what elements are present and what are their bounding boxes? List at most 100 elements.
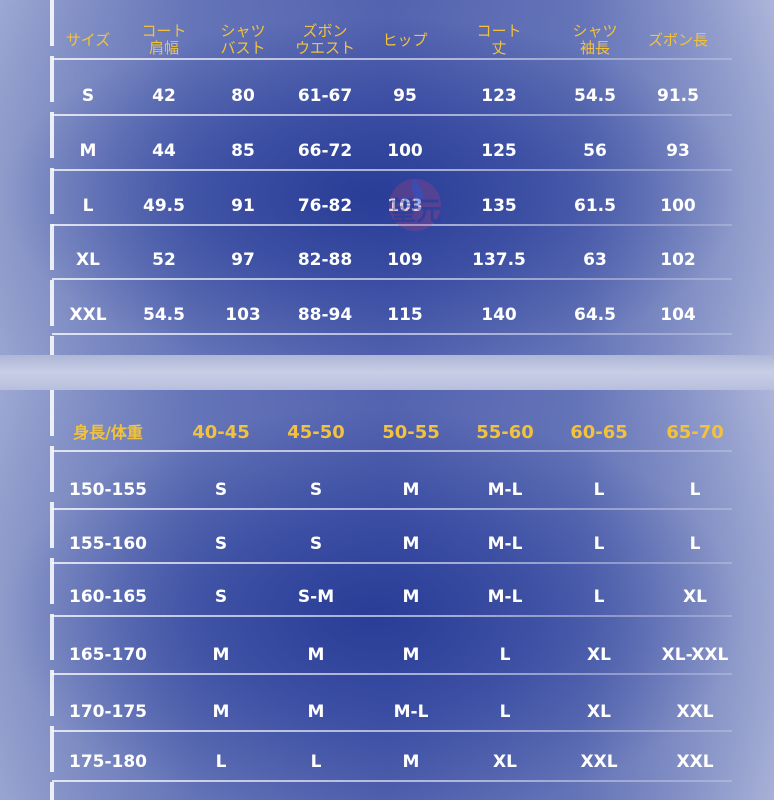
table-cell: 56 xyxy=(583,141,607,161)
table-cell: L xyxy=(593,587,605,607)
table-cell: M xyxy=(402,587,420,607)
table-cell: 93 xyxy=(666,141,690,161)
column-header-line: コート xyxy=(476,22,522,40)
table-cell: 123 xyxy=(481,86,517,106)
table-cell: 100 xyxy=(660,196,696,216)
table-cell: 103 xyxy=(225,305,261,325)
table-cell: 97 xyxy=(231,250,255,270)
table-header-row: サイズ コート 肩幅 シャツ バスト ズボン ウエスト ヒップ コート丈シャツ 袖長 ズボン長 xyxy=(0,20,774,60)
row-label-cell: 175-180 xyxy=(68,752,148,772)
column-header: シャツ 袖長 xyxy=(572,20,617,60)
table-cell: M-L xyxy=(487,480,523,500)
table-row: M 44 85 66-72 100 125 56 93 xyxy=(0,131,774,171)
row-label-cell: 165-170 xyxy=(68,645,148,665)
table-cell: XL xyxy=(683,587,707,607)
row-label-cell: XXL xyxy=(69,305,107,325)
table-cell: M xyxy=(402,752,420,772)
row-label-cell: 155-160 xyxy=(68,534,148,554)
row-divider xyxy=(52,114,732,116)
row-label-cell: 150-155 xyxy=(68,480,148,500)
table-row: 150-155 S S M M-L L L xyxy=(0,470,774,510)
table-cell: 49.5 xyxy=(143,196,185,216)
table-cell: M xyxy=(402,480,420,500)
column-header: 40-45 xyxy=(192,421,250,443)
row-divider xyxy=(52,673,732,675)
table-row: S 42 80 61-67 95 123 54.5 91.5 xyxy=(0,76,774,116)
table-row: 160-165 S S-M M M-L L XL xyxy=(0,577,774,617)
table-cell: 64.5 xyxy=(574,305,616,325)
table-cell: L xyxy=(593,534,605,554)
column-header-line: ズボン長 xyxy=(647,30,709,49)
table-cell: 76-82 xyxy=(297,196,353,216)
column-header: 55-60 xyxy=(476,421,534,443)
table-cell: M-L xyxy=(393,702,429,722)
table-cell: XXL xyxy=(676,752,714,772)
table-left-bar xyxy=(50,0,54,355)
column-header-line: バスト xyxy=(220,39,266,57)
row-divider xyxy=(52,224,732,226)
table-cell: L xyxy=(689,534,701,554)
table-cell: 54.5 xyxy=(574,86,616,106)
table-cell: 63 xyxy=(583,250,607,270)
row-label-cell: 160-165 xyxy=(68,587,148,607)
table-cell: XXL xyxy=(580,752,618,772)
table-cell: 135 xyxy=(481,196,517,216)
table-cell: 80 xyxy=(231,86,255,106)
row-divider xyxy=(52,508,732,510)
table-cell: S xyxy=(309,534,323,554)
table-cell: S xyxy=(214,587,228,607)
table-cell: 66-72 xyxy=(297,141,353,161)
column-header: ズボン ウエスト xyxy=(295,20,355,60)
column-header: シャツ バスト xyxy=(220,20,265,60)
table-cell: 102 xyxy=(660,250,696,270)
table-cell: XL xyxy=(587,702,611,722)
row-divider xyxy=(52,730,732,732)
table-cell: M xyxy=(307,702,325,722)
table-cell: 104 xyxy=(660,305,696,325)
column-header-line: 袖長 xyxy=(579,39,611,57)
column-header-line: サイズ xyxy=(65,30,111,49)
top-size-table: サイズ コート 肩幅 シャツ バスト ズボン ウエスト ヒップ コート丈シャツ 袖長 ズボン長 S 42… xyxy=(0,0,774,355)
table-header-row: 身長/体重 40-45 45-50 50-55 55-60 60-65 65-70 xyxy=(0,412,774,452)
table-left-bar xyxy=(50,390,54,800)
column-header-line: 肩幅 xyxy=(148,39,180,57)
column-header: 身長/体重 xyxy=(73,422,143,442)
table-row: 175-180 L L M XL XXL XXL xyxy=(0,742,774,782)
table-cell: L xyxy=(593,480,605,500)
column-header: コート 肩幅 xyxy=(141,20,186,60)
row-divider xyxy=(52,169,732,171)
table-cell: M-L xyxy=(487,587,523,607)
table-cell: XXL xyxy=(676,702,714,722)
table-cell: 42 xyxy=(152,86,176,106)
column-header-line: シャツ xyxy=(572,22,618,40)
table-cell: 82-88 xyxy=(297,250,353,270)
column-header-line: ズボン xyxy=(302,22,348,40)
row-divider xyxy=(52,333,732,335)
row-label-cell: L xyxy=(82,196,94,216)
column-header: ヒップ xyxy=(382,20,427,60)
table-cell: 61.5 xyxy=(574,196,616,216)
table-cell: 88-94 xyxy=(297,305,353,325)
table-cell: M xyxy=(212,702,230,722)
table-row: XL 52 97 82-88 109 137.5 63 102 xyxy=(0,240,774,280)
table-cell: S xyxy=(214,534,228,554)
table-cell: 115 xyxy=(387,305,423,325)
table-cell: 109 xyxy=(387,250,423,270)
table-cell: S-M xyxy=(297,587,335,607)
row-label-cell: XL xyxy=(76,250,100,270)
table-cell: 103 xyxy=(387,196,423,216)
table-row: L 49.5 91 76-82 103 135 61.5 100 xyxy=(0,186,774,226)
row-divider xyxy=(52,450,732,452)
column-header-line: コート xyxy=(141,22,187,40)
column-header: 65-70 xyxy=(666,421,724,443)
section-divider xyxy=(0,355,774,390)
table-cell: M xyxy=(402,645,420,665)
table-cell: XL-XXL xyxy=(661,645,729,665)
table-cell: L xyxy=(310,752,322,772)
table-cell: 61-67 xyxy=(297,86,353,106)
bottom-size-table: 身長/体重 40-45 45-50 50-55 55-60 60-65 65-70 150-1… xyxy=(0,390,774,800)
table-cell: L xyxy=(499,702,511,722)
table-cell: 100 xyxy=(387,141,423,161)
watermark-logo: 五望元 xyxy=(364,179,442,231)
row-label-cell: M xyxy=(79,141,97,161)
